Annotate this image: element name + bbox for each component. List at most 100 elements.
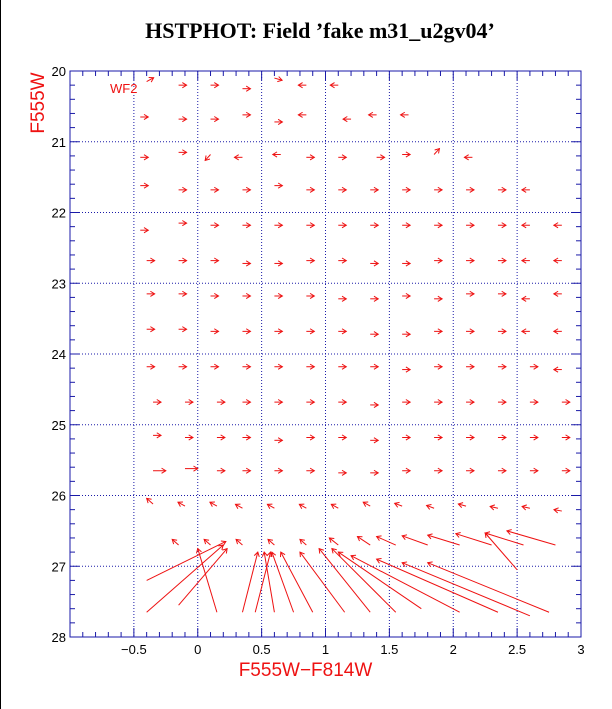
vector-arrow [242,328,252,335]
vector-head [405,292,412,300]
vector-head [501,328,507,335]
vector-head [329,82,335,89]
vector-arrow [338,295,348,302]
vector-arrow [146,77,155,83]
vector-arrow [178,220,188,227]
vector-shaft [401,562,531,617]
vector-arrow [203,538,211,546]
vector-arrow [463,154,473,161]
vector-arrow [552,290,562,297]
vector-arrow [274,222,284,229]
vector-head [182,116,188,123]
vector-arrow [454,532,492,546]
vector-arrow [402,434,412,441]
vector-arrow [370,222,380,229]
vector-shaft [337,551,422,610]
vector-arrow [338,363,348,370]
vector-head [245,292,252,300]
y-tick-label: 28 [52,630,66,645]
vector-head [277,328,284,335]
vector-head [341,295,348,302]
vector-arrow [146,290,156,297]
vector-head [520,295,527,302]
vector-arrow [434,222,444,229]
vector-head [405,366,412,373]
vector-arrow [330,503,339,509]
vector-head [309,363,316,370]
vector-head [277,467,284,474]
y-tick-label: 22 [52,206,66,221]
vector-arrow [350,554,460,613]
vector-arrow [242,399,252,406]
vector-head [405,186,412,193]
vector-head [188,399,194,406]
vector-head [373,437,380,444]
vector-head [426,533,433,540]
vector-head [245,399,252,406]
vector-arrow [178,363,188,370]
vector-arrow [497,186,507,193]
vector-arrow [328,537,339,546]
vector-shaft [506,530,556,546]
vector-head [150,290,156,297]
vector-shaft [204,154,211,161]
vector-head [437,295,444,302]
vector-arrow [338,469,348,476]
vector-head [425,503,432,510]
vector-shaft [490,506,499,509]
vector-head [373,260,380,267]
vector-arrow [140,154,150,161]
vector-shaft [484,532,518,571]
vector-arrow [370,363,380,370]
vector-head [405,467,412,474]
vector-arrow [370,331,380,338]
vector-head [552,328,559,335]
vector-arrow [466,467,475,474]
vector-head [437,222,444,229]
vector-head [309,186,316,193]
vector-shaft [394,502,403,507]
vector-arrow [267,538,275,546]
vector-arrow [242,186,252,193]
vector-arrow [497,467,507,474]
vector-head [299,538,305,545]
vector-head [373,363,380,370]
vector-head [182,326,188,333]
vector-shaft [267,538,275,546]
vector-head [297,111,303,118]
vector-shaft [178,548,228,606]
vector-arrow [367,111,377,118]
vector-shaft [146,541,227,581]
vector-arrow [306,399,316,406]
vector-arrow [331,547,397,613]
vector-shaft [271,551,295,613]
vector-head [309,292,316,300]
vector-head [373,222,380,229]
vector-arrow [434,186,444,193]
vector-arrow [434,467,444,474]
y-tick-label: 26 [52,489,66,504]
vector-arrow [529,434,539,441]
vector-head [277,260,284,267]
vector-arrow [529,399,539,406]
vector-head [401,561,408,568]
vector-head [552,290,559,297]
vector-head [533,363,539,370]
vector-arrow [242,111,252,118]
vector-head [342,116,348,123]
vector-arrow [178,82,188,89]
vector-shaft [197,548,218,613]
y-axis-label: F555W [28,72,49,133]
vector-arrow [274,292,284,300]
vector-arrow [497,257,507,264]
vector-head [222,547,228,554]
vector-arrow [434,434,444,441]
x-tick-label: 0.5 [253,642,271,657]
vector-arrow [242,292,252,300]
y-tick-label: 24 [52,347,66,362]
x-axis-label: F555W−F814W [239,660,373,681]
vector-head [277,222,284,229]
vector-arrow [153,432,162,439]
vector-arrow [146,257,156,264]
vector-arrow [274,182,284,189]
